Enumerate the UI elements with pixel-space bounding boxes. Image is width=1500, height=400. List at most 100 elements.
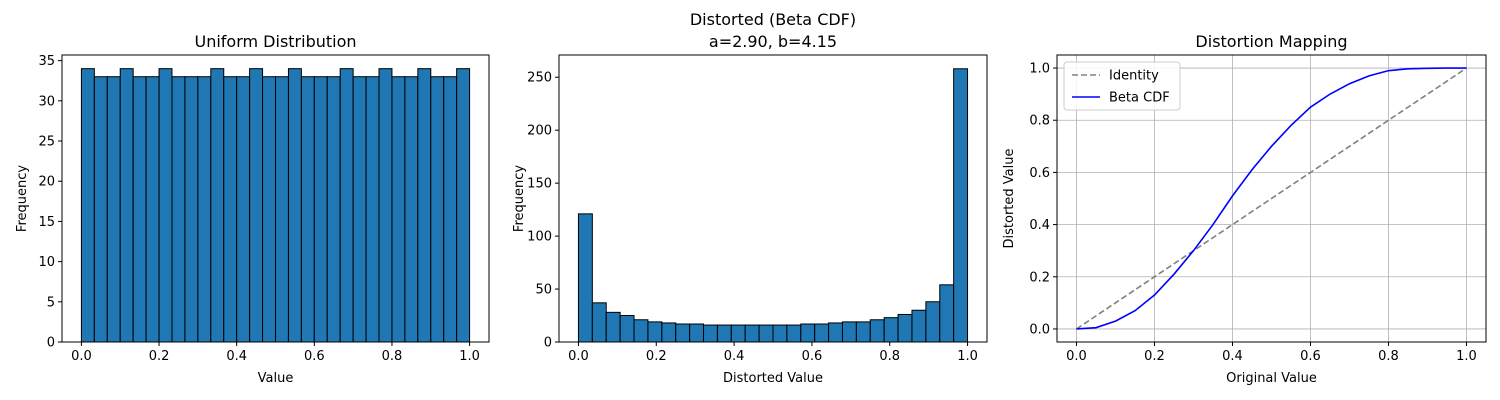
histogram-bar <box>287 68 302 343</box>
axes-frame <box>558 54 988 343</box>
chart-title: Uniform Distribution <box>194 32 356 51</box>
histogram-bar <box>911 309 927 343</box>
histogram-bar <box>661 322 677 343</box>
histogram-bar <box>939 284 955 343</box>
y-tick-label: 0.2 <box>1029 270 1050 285</box>
y-tick-label: 200 <box>527 124 552 139</box>
y-tick-label: 0 <box>544 336 552 351</box>
histogram-bar <box>249 68 264 343</box>
y-tick-label: 10 <box>38 255 55 270</box>
y-tick-label: 0.4 <box>1029 218 1050 233</box>
histogram-bar <box>703 324 718 343</box>
y-tick-label: 50 <box>535 283 552 298</box>
histogram-bar <box>647 321 663 343</box>
histogram-bar <box>391 76 406 343</box>
histogram-bar <box>841 321 857 343</box>
histogram-bar <box>93 76 108 343</box>
x-tick-label: 0.6 <box>304 349 325 364</box>
histogram-bar <box>828 322 843 343</box>
histogram-bar <box>814 323 830 343</box>
histogram-bar <box>744 324 760 343</box>
y-tick-label: 250 <box>527 71 552 86</box>
axes-frame <box>1056 54 1487 343</box>
x-tick-label: 1.0 <box>957 349 978 364</box>
chart-subtitle: a=2.90, b=4.15 <box>709 32 837 51</box>
y-tick-label: 100 <box>527 230 552 245</box>
histogram-bar <box>591 302 607 343</box>
histogram-bar <box>236 76 251 343</box>
histogram-bar <box>262 76 277 343</box>
histogram-bar <box>716 324 732 343</box>
y-tick-label: 1.0 <box>1029 62 1050 77</box>
y-tick-label: 0 <box>47 336 55 351</box>
y-tick-label: 0.8 <box>1029 114 1050 129</box>
legend-label: Beta CDF <box>1109 91 1170 106</box>
x-tick-label: 0.6 <box>802 349 823 364</box>
chart-title: Distorted (Beta CDF) <box>690 10 856 29</box>
histogram-bar <box>925 301 941 343</box>
histogram-bar <box>365 76 380 343</box>
histogram-bar <box>145 76 160 343</box>
histogram-bar <box>953 68 969 343</box>
x-tick-label: 0.4 <box>724 349 745 364</box>
histogram-bar <box>772 324 788 343</box>
y-tick-label: 30 <box>38 94 55 109</box>
histogram-bar <box>786 324 802 343</box>
y-axis-label: Frequency <box>15 165 30 232</box>
x-tick-label: 0.0 <box>568 349 589 364</box>
x-tick-label: 0.2 <box>646 349 667 364</box>
x-tick-label: 1.0 <box>1456 349 1477 364</box>
histogram-bar <box>869 319 885 343</box>
histogram-bar <box>80 68 95 343</box>
x-tick-label: 1.0 <box>459 349 480 364</box>
y-tick-label: 5 <box>47 295 55 310</box>
histogram-bar <box>275 76 289 343</box>
histogram-bar <box>171 76 186 343</box>
histogram-bar <box>633 319 649 343</box>
histogram-bar <box>430 76 445 343</box>
y-tick-label: 35 <box>38 54 55 69</box>
histogram-bar <box>326 76 341 343</box>
x-tick-label: 0.2 <box>1144 349 1165 364</box>
histogram-bar <box>378 68 393 343</box>
y-tick-label: 0.6 <box>1029 166 1050 181</box>
histogram-bar <box>675 323 691 343</box>
histogram-bar <box>158 68 173 343</box>
legend-box <box>1063 61 1181 111</box>
histogram-bar <box>456 68 471 343</box>
x-axis-label: Value <box>258 371 294 386</box>
x-tick-label: 0.8 <box>382 349 403 364</box>
y-tick-label: 25 <box>38 135 55 150</box>
distorted-histogram-panel: 0.0 0.2 0.4 0.6 0.8 1.0 0 50 100 150 200 250 Distort… <box>512 10 988 386</box>
histogram-bar <box>313 76 328 343</box>
y-axis-label: Distorted Value <box>1002 149 1017 249</box>
histogram-bar <box>210 68 225 343</box>
histogram-bar <box>605 311 621 343</box>
x-tick-label: 0.0 <box>1066 349 1087 364</box>
x-tick-label: 0.8 <box>1378 349 1399 364</box>
histogram-bar <box>339 68 354 343</box>
chart-title: Distortion Mapping <box>1195 32 1347 51</box>
x-tick-label: 0.6 <box>1300 349 1321 364</box>
y-tick-label: 0.0 <box>1029 322 1050 337</box>
axes-frame <box>61 54 490 343</box>
histogram-bar <box>730 324 746 343</box>
y-tick-label: 15 <box>38 215 55 230</box>
histogram-bar <box>223 76 238 343</box>
x-tick-label: 0.4 <box>1222 349 1243 364</box>
y-tick-label: 20 <box>38 175 55 190</box>
legend-label: Identity <box>1109 69 1159 84</box>
histogram-bar <box>417 68 432 343</box>
histogram-bar <box>197 76 212 343</box>
histogram-bar <box>883 317 899 343</box>
histogram-bar <box>352 76 367 343</box>
histogram-bar <box>404 76 419 343</box>
y-tick-label: 150 <box>527 177 552 192</box>
x-tick-label: 0.0 <box>71 349 92 364</box>
histogram-bar <box>300 76 315 343</box>
x-axis-label: Distorted Value <box>723 371 823 386</box>
distortion-mapping-panel: 0.0 0.2 0.4 0.6 0.8 1.0 0.0 0.2 0.4 0.6 0.8 1.0 Orig… <box>1002 32 1487 386</box>
histogram-bar <box>577 213 593 343</box>
histogram-bar <box>106 76 121 343</box>
